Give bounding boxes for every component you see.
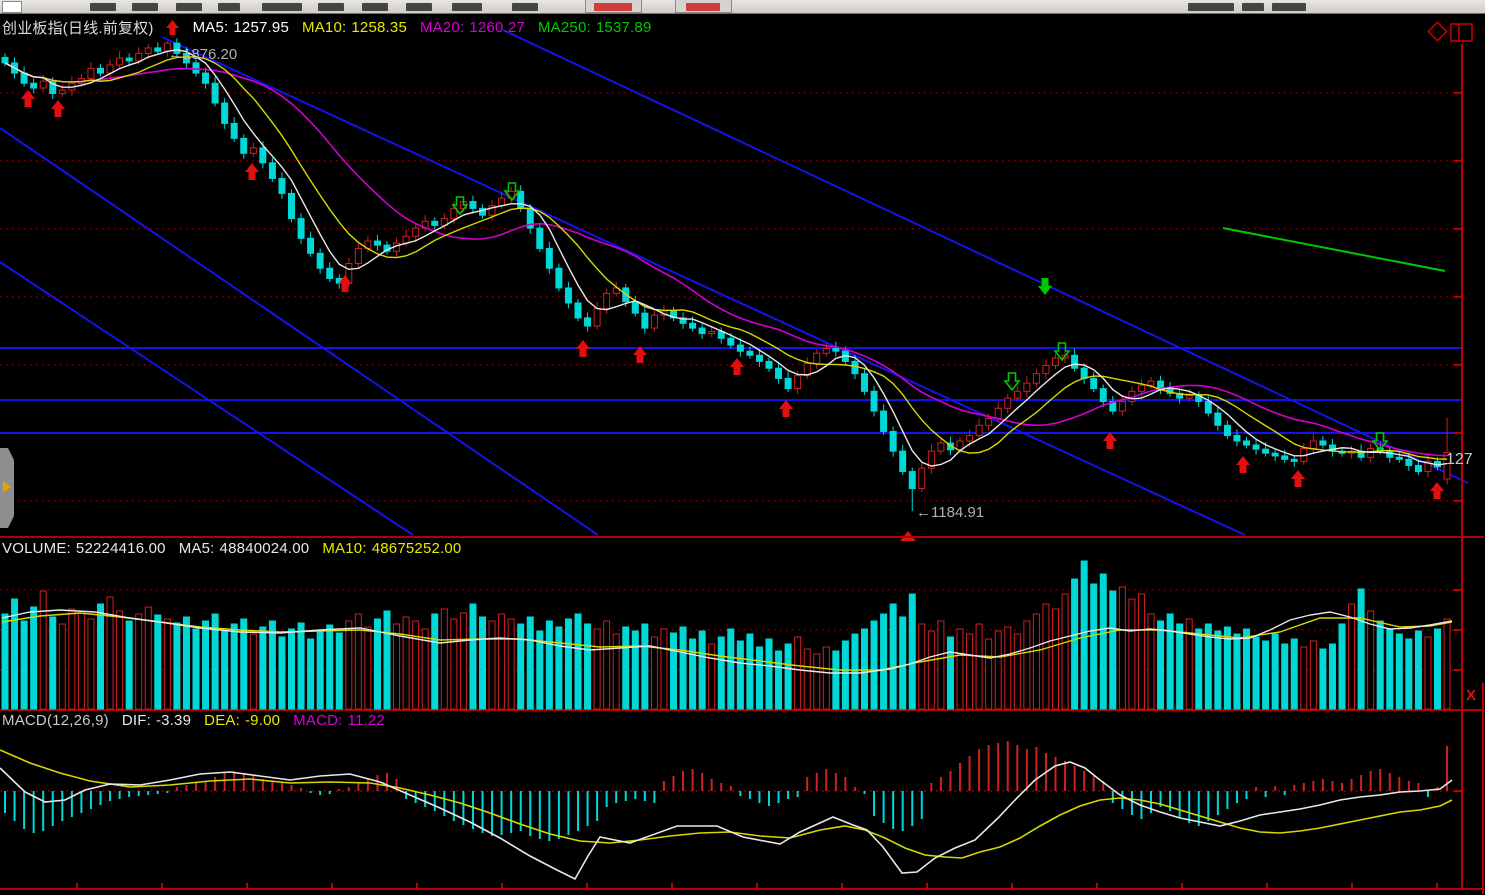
menu-item[interactable] bbox=[318, 3, 344, 11]
macd-indicator-name: MACD(12,26,9) bbox=[2, 712, 109, 729]
vol-ma5-value: 48840024.00 bbox=[219, 540, 310, 557]
buy-arrow-icon bbox=[1103, 432, 1117, 449]
close-panel-button[interactable]: X bbox=[1466, 687, 1477, 704]
sidebar-expand-handle[interactable] bbox=[0, 448, 14, 528]
menu-button-label bbox=[686, 3, 720, 11]
dif-label: DIF: bbox=[121, 712, 151, 729]
ma20-value: 1260.27 bbox=[469, 19, 525, 36]
menu-item[interactable] bbox=[90, 3, 116, 11]
menu-button[interactable] bbox=[585, 0, 642, 13]
up-arrow-icon bbox=[165, 20, 179, 35]
vol-ma10-label: MA10: bbox=[322, 540, 367, 557]
menu-item[interactable] bbox=[262, 3, 302, 11]
menu-item[interactable] bbox=[452, 3, 482, 11]
macd-readout: MACD: 11.22 bbox=[293, 712, 385, 729]
buy-arrow-icon bbox=[1236, 456, 1250, 473]
menu-status-text bbox=[1188, 3, 1234, 11]
low-price-annotation: ←1184.91 bbox=[916, 504, 985, 521]
menu-bar[interactable] bbox=[0, 0, 1485, 14]
price-panel-header: 创业板指(日线.前复权) MA5: 1257.95 MA10: 1258.35 MA… bbox=[2, 17, 652, 38]
ma10-readout: MA10: 1258.35 bbox=[302, 19, 407, 36]
sell-arrow-icon bbox=[1003, 372, 1021, 392]
dif-readout: DIF: -3.39 bbox=[122, 712, 191, 729]
instrument-title: 创业板指(日线.前复权) bbox=[2, 20, 154, 37]
vol-ma5-readout: MA5: 48840024.00 bbox=[179, 540, 310, 557]
dif-value: -3.39 bbox=[155, 712, 192, 729]
panel-dividers bbox=[0, 536, 1484, 711]
trend-lines bbox=[0, 29, 1469, 536]
ma10-label: MA10: bbox=[302, 19, 347, 36]
vol-ma10-value: 48675252.00 bbox=[371, 540, 462, 557]
menu-item[interactable] bbox=[512, 3, 538, 11]
dea-value: -9.00 bbox=[244, 712, 281, 729]
menu-item[interactable] bbox=[362, 3, 388, 11]
ma250-label: MA250: bbox=[537, 19, 591, 36]
macd-value: 11.22 bbox=[347, 712, 385, 729]
ma250-value: 1537.89 bbox=[595, 19, 652, 36]
diamond-icon[interactable] bbox=[1427, 21, 1448, 42]
vol-ma5-label: MA5: bbox=[178, 540, 215, 557]
dea-label: DEA: bbox=[204, 712, 240, 729]
buy-arrow-icon bbox=[576, 340, 590, 357]
menu-item[interactable] bbox=[176, 3, 202, 11]
menu-button-label bbox=[594, 3, 632, 11]
volume-readout: VOLUME: 52224416.00 bbox=[2, 540, 166, 557]
vol-ma10-readout: MA10: 48675252.00 bbox=[322, 540, 461, 557]
volume-value: 52224416.00 bbox=[75, 540, 166, 557]
ma10-value: 1258.35 bbox=[351, 19, 407, 36]
menu-system-icon[interactable] bbox=[2, 1, 22, 13]
sell-arrow-icon bbox=[1371, 432, 1389, 452]
buy-arrow-icon bbox=[21, 90, 35, 107]
ma250-readout: MA250: 1537.89 bbox=[538, 19, 652, 36]
peak-price-annotation: ←1876.20 bbox=[168, 46, 238, 63]
menu-button[interactable] bbox=[675, 0, 732, 13]
buy-arrow-icon bbox=[51, 100, 65, 117]
expand-arrow-icon bbox=[3, 481, 11, 493]
sell-arrow-icon bbox=[1053, 342, 1071, 362]
sell-arrow-icon bbox=[503, 182, 521, 202]
buy-arrow-icon bbox=[1291, 470, 1305, 487]
window-icons bbox=[1427, 21, 1473, 42]
volume-panel-header: VOLUME: 52224416.00 MA5: 48840024.00 MA10:… bbox=[2, 540, 461, 557]
ma5-label: MA5: bbox=[192, 19, 229, 36]
menu-item[interactable] bbox=[218, 3, 240, 11]
macd-panel-header: MACD(12,26,9) DIF: -3.39 DEA: -9.00 MACD: 1… bbox=[2, 712, 385, 729]
sell-arrow-solid-icon bbox=[1038, 278, 1052, 295]
buy-arrow-icon bbox=[730, 358, 744, 375]
menu-item[interactable] bbox=[406, 3, 432, 11]
menu-status-text bbox=[1242, 3, 1264, 11]
price-ma-lines bbox=[4, 49, 1448, 467]
ma5-value: 1257.95 bbox=[233, 19, 289, 36]
buy-arrow-icon bbox=[633, 346, 647, 363]
buy-arrow-icon bbox=[338, 275, 352, 292]
sell-arrow-icon bbox=[451, 196, 469, 216]
buy-arrow-icon bbox=[1430, 482, 1444, 499]
buy-arrow-icon bbox=[779, 400, 793, 417]
ma20-readout: MA20: 1260.27 bbox=[420, 19, 525, 36]
candlesticks bbox=[1, 38, 1451, 512]
macd-label: MACD: bbox=[293, 712, 343, 729]
menu-item[interactable] bbox=[132, 3, 158, 11]
macd-lines bbox=[0, 749, 1453, 881]
menu-status-text bbox=[1272, 3, 1306, 11]
ma20-label: MA20: bbox=[419, 19, 465, 36]
axes bbox=[0, 44, 1484, 894]
volume-bars bbox=[1, 560, 1451, 710]
split-window-icon[interactable] bbox=[1450, 23, 1473, 42]
signal-arrows bbox=[21, 90, 1444, 541]
ma5-readout: MA5: 1257.95 bbox=[193, 19, 289, 36]
last-price-label: 127 bbox=[1446, 451, 1473, 468]
volume-ma-lines bbox=[1, 609, 1453, 674]
dea-readout: DEA: -9.00 bbox=[204, 712, 280, 729]
volume-label: VOLUME: bbox=[2, 540, 71, 557]
buy-arrow-icon bbox=[245, 163, 259, 180]
